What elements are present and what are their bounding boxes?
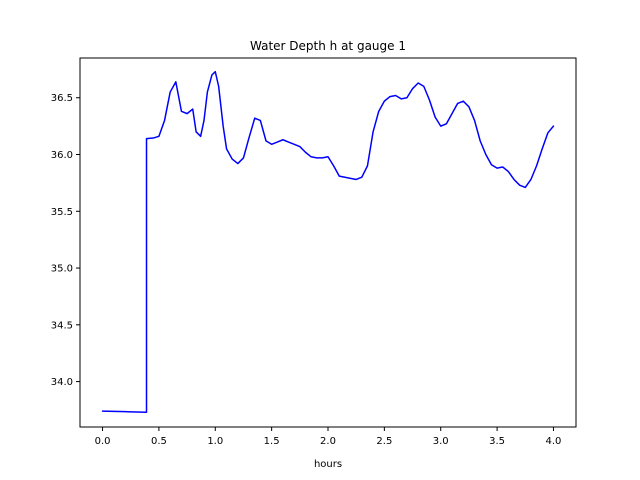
axes-frame xyxy=(79,57,577,428)
y-tick-label: 36.0 xyxy=(51,150,73,161)
plot-area xyxy=(101,70,555,413)
x-tick-label: 0.5 xyxy=(151,436,167,447)
x-tick-label: 1.5 xyxy=(264,436,280,447)
x-tick-label: 1.0 xyxy=(207,436,223,447)
y-tick-label: 35.0 xyxy=(51,264,73,275)
y-axis: 34.0 34.5 35.0 35.5 36.0 36.5 xyxy=(51,93,80,388)
y-tick-label: 35.5 xyxy=(51,207,73,218)
x-axis-label: hours xyxy=(314,459,342,470)
x-tick-label: 3.5 xyxy=(489,436,505,447)
x-tick-label: 2.0 xyxy=(320,436,336,447)
x-tick-label: 3.0 xyxy=(433,436,449,447)
x-tick-label: 2.5 xyxy=(376,436,392,447)
x-tick-label: 4.0 xyxy=(546,436,562,447)
y-tick-label: 36.5 xyxy=(51,93,73,104)
series-line-0 xyxy=(101,70,555,413)
x-tick-label: 0.0 xyxy=(95,436,111,447)
x-axis: 0.0 0.5 1.0 1.5 2.0 2.5 3.0 3.5 4.0 xyxy=(95,427,562,447)
chart-title: Water Depth h at gauge 1 xyxy=(250,39,406,53)
y-tick-label: 34.0 xyxy=(51,377,73,388)
y-tick-label: 34.5 xyxy=(51,320,73,331)
